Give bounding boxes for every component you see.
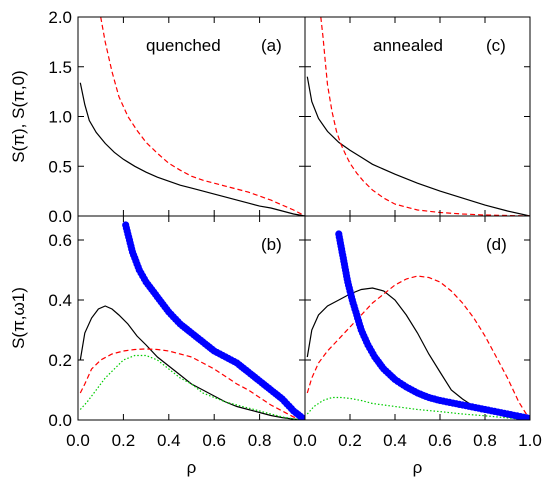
- x-tick-label-b-1: 0.2: [112, 431, 136, 450]
- y-tick-label-b-0: 0.0: [48, 411, 72, 430]
- panel-annotation-c: annealed: [373, 36, 443, 55]
- panel-label-d: (d): [486, 235, 507, 254]
- x-tick-label-d-5: 1.0: [518, 431, 542, 450]
- series-group-a: [79, 17, 305, 216]
- y-tick-label-a-0: 0.0: [48, 207, 72, 226]
- y-tick-label-a-3: 1.5: [48, 58, 72, 77]
- x-axis-title-b: ρ: [187, 458, 197, 477]
- y-tick-label-b-3: 0.6: [48, 231, 72, 250]
- series-line-c-solid: [306, 76, 530, 216]
- series-marker-d-95: [526, 414, 530, 420]
- panel-d: 0.0 0.2 0.4 0.6 0.8 1.0 (d) ρ: [293, 215, 542, 477]
- x-axis-title-d: ρ: [413, 458, 423, 477]
- series-line-b-dotted: [79, 354, 305, 420]
- series-line-b-dashed: [79, 348, 305, 420]
- y-axis-title-b: S(π,ω1): [9, 287, 28, 349]
- y-tick-label-b-1: 0.2: [48, 351, 72, 370]
- x-tick-label-d-0: 0.0: [293, 431, 317, 450]
- y-tick-label-a-2: 1.0: [48, 108, 72, 127]
- series-marker-b-89: [301, 416, 305, 420]
- x-tick-label-b-3: 0.6: [202, 431, 226, 450]
- series-group-c: [306, 17, 530, 216]
- panel-label-c: (c): [486, 36, 506, 55]
- y-tick-label-a-1: 0.5: [48, 157, 72, 176]
- series-group-b: [79, 221, 305, 420]
- y-tick-label-b-2: 0.4: [48, 291, 72, 310]
- series-line-d-solid: [306, 287, 530, 420]
- series-line-d-dashed: [306, 275, 530, 420]
- x-tick-label-d-1: 0.2: [338, 431, 362, 450]
- x-tick-label-b-2: 0.4: [157, 431, 181, 450]
- series-line-a-dashed: [100, 17, 305, 216]
- panel-label-a: (a): [261, 36, 282, 55]
- y-tick-label-a-4: 2.0: [48, 8, 72, 27]
- x-tick-label-d-3: 0.6: [428, 431, 452, 450]
- x-tick-label-d-4: 0.8: [473, 431, 497, 450]
- x-tick-label-b-4: 0.8: [248, 431, 272, 450]
- y-axis-title-a: S(π), S(π,0): [9, 70, 28, 162]
- panel-label-b: (b): [261, 235, 282, 254]
- series-line-c-dashed: [320, 17, 530, 216]
- x-tick-label-d-2: 0.4: [383, 431, 407, 450]
- panel-annotation-a: quenched: [146, 36, 221, 55]
- panel-a: 0.0 0.5 1.0 1.5 2.0 (a) quenched S(π), S(π,0): [9, 8, 306, 226]
- series-line-d-dotted: [306, 396, 530, 420]
- series-line-b-solid: [79, 305, 305, 420]
- x-tick-label-b-0: 0.0: [66, 431, 90, 450]
- panel-c: (c) annealed: [304, 16, 531, 217]
- panel-b: 0.0 0.2 0.4 0.6 0.8 0.0 0.2 0.4 0.6 (b) ρ S(π,ω1): [9, 215, 306, 477]
- series-line-a-solid: [79, 82, 305, 216]
- plot-frame-d: [304, 215, 531, 421]
- series-group-d: [306, 230, 530, 420]
